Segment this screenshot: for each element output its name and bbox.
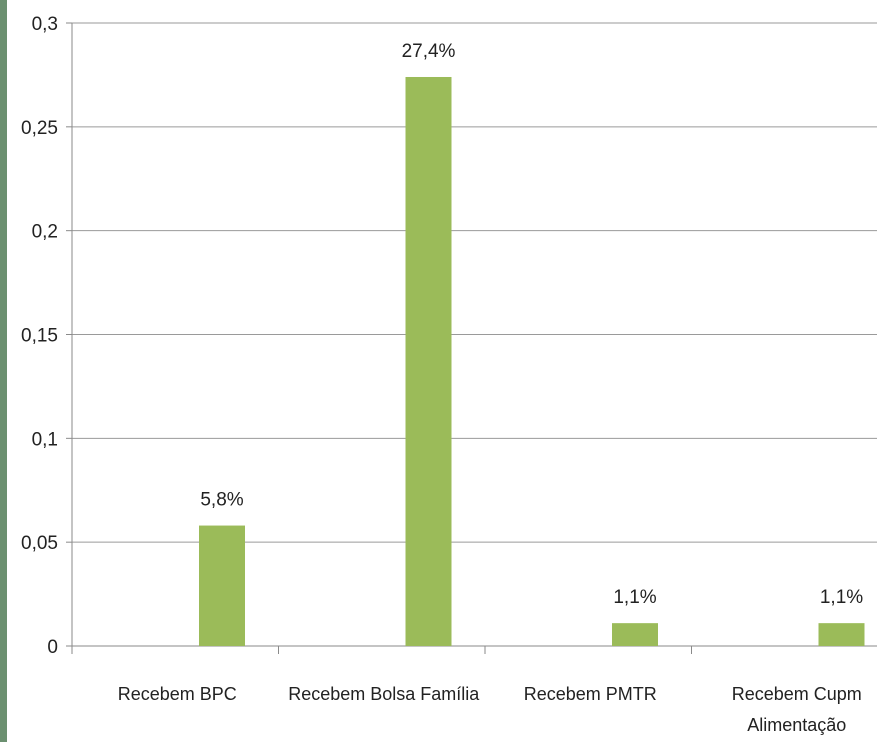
- category-label-3: Alimentação: [747, 715, 846, 735]
- bar-0: [199, 525, 245, 646]
- y-tick-label: 0,3: [32, 14, 58, 35]
- category-label-3: Recebem Cupm: [732, 684, 862, 704]
- data-label-0: 5,8%: [200, 490, 243, 511]
- data-label-1: 27,4%: [402, 41, 456, 62]
- bar-1: [405, 76, 452, 646]
- y-tick-label: 0,1: [32, 429, 58, 450]
- y-tick-label: 0,2: [32, 222, 58, 243]
- left-accent-strip: [0, 0, 7, 742]
- bars: [199, 76, 865, 646]
- data-label-3: 1,1%: [820, 587, 863, 608]
- bar-2: [612, 623, 658, 646]
- axes: [66, 22, 877, 654]
- y-tick-label: 0,25: [21, 118, 58, 139]
- category-label-0: Recebem BPC: [118, 684, 237, 704]
- y-tick-label: 0: [47, 637, 58, 658]
- gridlines: [72, 22, 877, 543]
- data-label-2: 1,1%: [613, 587, 656, 608]
- y-tick-label: 0,15: [21, 326, 58, 347]
- y-tick-label: 0,05: [21, 533, 58, 554]
- bar-3: [818, 623, 865, 646]
- category-label-2: Recebem PMTR: [524, 684, 657, 704]
- labels: 0 0,05 0,1 0,15 0,2 0,25 0,3 5,8% Recebem BPC 27,…: [21, 14, 863, 735]
- category-label-1: Recebem Bolsa Família: [288, 684, 480, 704]
